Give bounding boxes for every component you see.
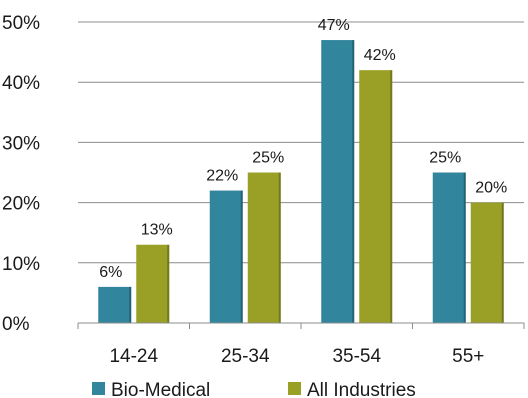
data-label: 25% — [252, 150, 284, 167]
data-label: 20% — [475, 180, 507, 197]
bar-shadow — [390, 70, 393, 323]
legend-swatch — [288, 382, 301, 395]
category-label: 14-24 — [109, 346, 158, 367]
data-label: 47% — [318, 17, 350, 34]
bar-bio-medical — [432, 172, 466, 323]
data-labels: 6% 13% 22% 25% 47% 42% 25% 20% — [99, 17, 507, 281]
y-tick-label: 0% — [2, 314, 30, 335]
legend-label: Bio-Medical — [111, 380, 210, 398]
bar-all-industries — [136, 244, 170, 323]
bar-shadow — [352, 40, 355, 324]
category-label: 25-34 — [221, 346, 270, 367]
category-label: 35-54 — [332, 346, 381, 367]
data-label: 22% — [206, 168, 238, 185]
data-label: 13% — [141, 222, 173, 239]
y-tick-label: 50% — [2, 13, 40, 34]
bar-all-industries — [470, 202, 504, 323]
bar-shadow — [240, 190, 243, 323]
bar-shadow — [167, 244, 170, 323]
data-label: 42% — [364, 47, 396, 64]
x-axis — [77, 322, 525, 329]
bar-shadow — [278, 172, 281, 323]
bar-bio-medical — [98, 286, 132, 323]
bar-bio-medical — [321, 40, 355, 324]
y-tick-label: 20% — [2, 194, 40, 215]
data-label: 25% — [429, 150, 461, 167]
category-label: 55+ — [452, 346, 484, 367]
data-label: 6% — [99, 264, 122, 281]
legend-label: All Industries — [307, 380, 416, 398]
bar-shadow — [463, 172, 466, 323]
bar-all-industries — [247, 172, 281, 323]
bars — [98, 40, 504, 324]
legend-swatch — [92, 382, 105, 395]
legend: Bio-Medical All Industries — [92, 380, 416, 398]
y-axis-ticks: 0% 10% 20% 30% 40% 50% — [2, 13, 40, 335]
y-tick-label: 40% — [2, 73, 40, 94]
bar-bio-medical — [209, 190, 243, 323]
category-labels: 14-24 25-34 35-54 55+ — [109, 346, 484, 367]
bar-shadow — [129, 286, 132, 323]
bar-shadow — [501, 202, 504, 323]
y-tick-label: 10% — [2, 254, 40, 275]
y-tick-label: 30% — [2, 133, 40, 154]
bar-all-industries — [359, 70, 393, 323]
